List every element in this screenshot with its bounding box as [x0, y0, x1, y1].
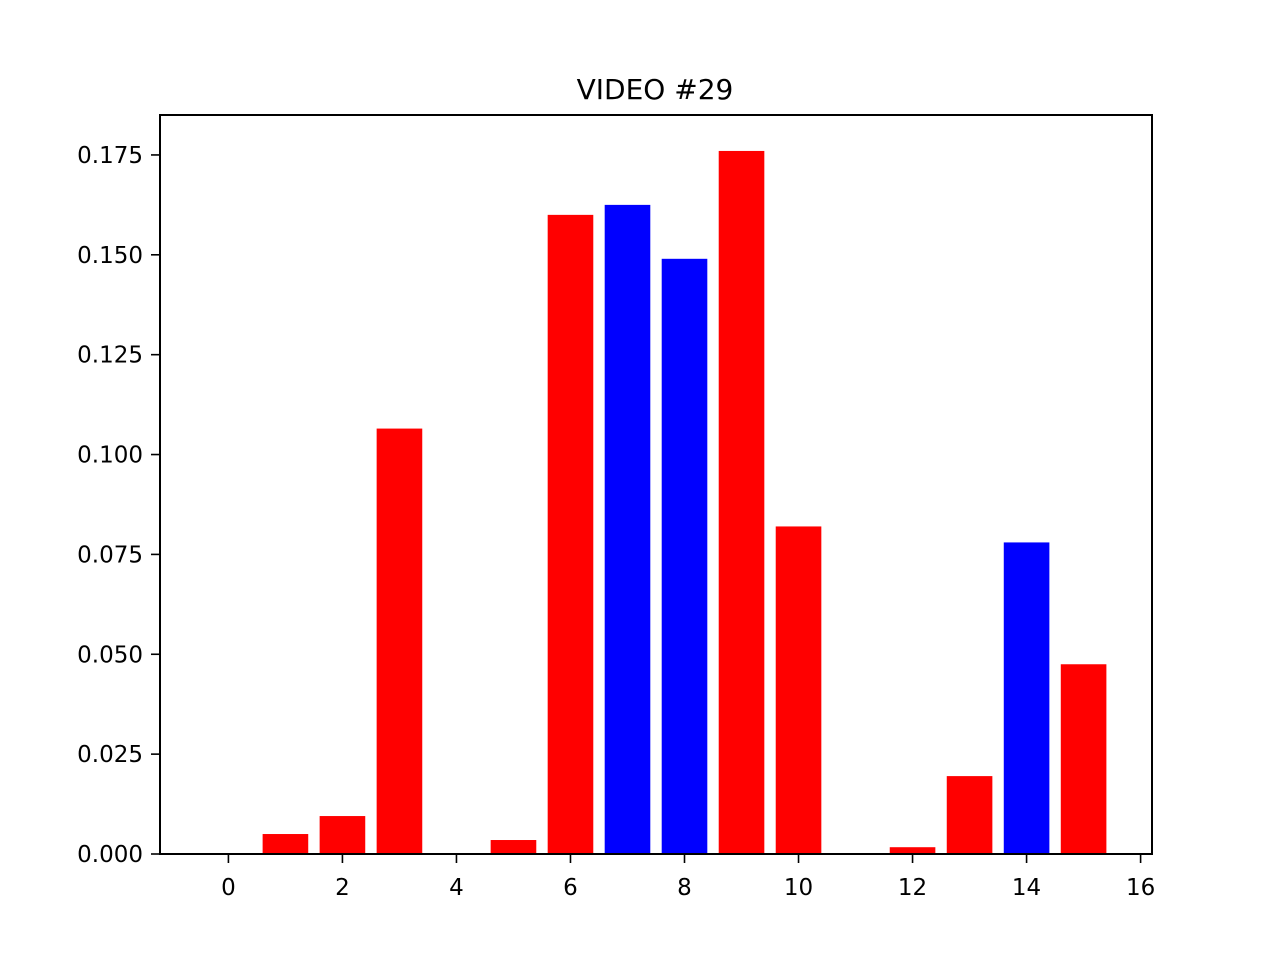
bar-10	[775, 526, 822, 854]
y-tick-label: 0.175	[77, 143, 143, 169]
x-tick-2: 2	[335, 854, 350, 901]
x-tick-label: 12	[898, 875, 927, 901]
x-tick-4: 4	[449, 854, 464, 901]
x-tick-label: 0	[221, 875, 236, 901]
bar-6	[547, 214, 594, 854]
y-axis-ticks: 0.000 0.025 0.050 0.075 0.100 0.125 0.150 0.175	[77, 143, 160, 868]
y-tick-label: 0.100	[77, 443, 143, 469]
x-tick-0: 0	[221, 854, 236, 901]
bars-group	[262, 150, 1107, 855]
y-tick-0.150: 0.150	[77, 243, 160, 269]
y-tick-0.100: 0.100	[77, 443, 160, 469]
y-tick-0.175: 0.175	[77, 143, 160, 169]
x-axis-ticks: 0 2 4 6 8 10 12 14 16	[221, 854, 1155, 901]
bar-12	[889, 847, 936, 854]
y-tick-0.050: 0.050	[77, 642, 160, 668]
y-tick-label: 0.075	[77, 542, 143, 568]
x-tick-label: 2	[335, 875, 350, 901]
x-tick-10: 10	[784, 854, 813, 901]
x-tick-label: 16	[1126, 875, 1155, 901]
y-tick-label: 0.000	[77, 842, 143, 868]
y-tick-label: 0.150	[77, 243, 143, 269]
x-tick-8: 8	[677, 854, 692, 901]
y-tick-label: 0.125	[77, 343, 143, 369]
x-tick-label: 8	[677, 875, 692, 901]
bar-2	[319, 816, 366, 854]
y-tick-0.000: 0.000	[77, 842, 160, 868]
y-tick-0.075: 0.075	[77, 542, 160, 568]
x-tick-label: 10	[784, 875, 813, 901]
bar-7	[604, 204, 651, 855]
bar-3	[376, 428, 423, 854]
x-tick-12: 12	[898, 854, 927, 901]
x-tick-16: 16	[1126, 854, 1155, 901]
chart-title: VIDEO #29	[577, 73, 734, 106]
plot-frame	[159, 114, 1153, 855]
bar-1	[262, 834, 309, 854]
y-tick-0.025: 0.025	[77, 742, 160, 768]
bar-8	[661, 258, 708, 854]
x-tick-label: 4	[449, 875, 464, 901]
y-tick-label: 0.025	[77, 742, 143, 768]
x-tick-14: 14	[1012, 854, 1041, 901]
bar-5	[490, 840, 537, 854]
x-tick-label: 14	[1012, 875, 1041, 901]
x-tick-6: 6	[563, 854, 578, 901]
bar-9	[718, 150, 765, 854]
bar-14	[1003, 542, 1050, 854]
bar-15	[1060, 664, 1107, 854]
x-tick-label: 6	[563, 875, 578, 901]
y-tick-0.125: 0.125	[77, 343, 160, 369]
bar-13	[946, 776, 993, 854]
y-tick-label: 0.050	[77, 642, 143, 668]
